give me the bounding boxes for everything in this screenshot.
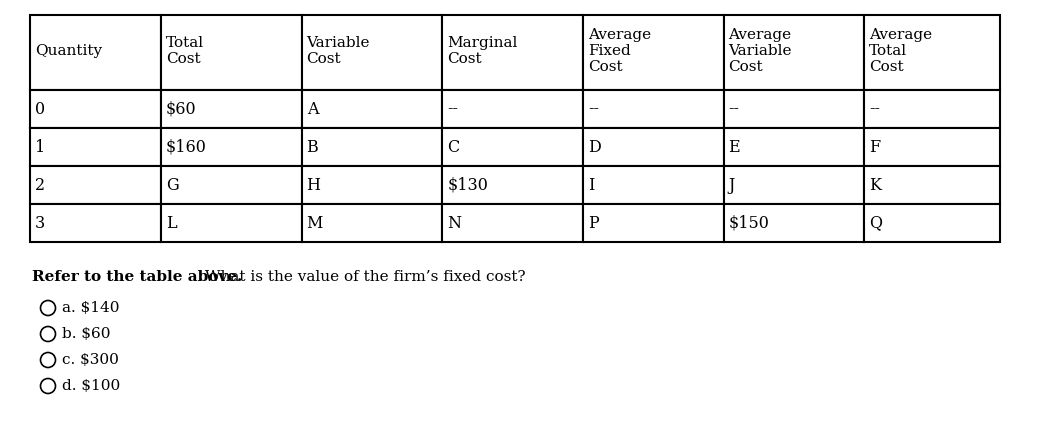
Bar: [30, 90, 161, 128]
Text: H: H: [307, 177, 321, 194]
Text: Total
Cost: Total Cost: [166, 36, 204, 66]
Bar: [30, 204, 161, 242]
Text: Average
Variable
Cost: Average Variable Cost: [728, 28, 792, 74]
Bar: [161, 128, 302, 166]
Bar: [302, 204, 442, 242]
Bar: [161, 204, 302, 242]
Text: Refer to the table above.: Refer to the table above.: [32, 270, 242, 284]
Text: Quantity: Quantity: [35, 44, 102, 58]
Bar: [723, 15, 865, 90]
Text: Marginal
Cost: Marginal Cost: [447, 36, 518, 66]
Bar: [583, 166, 723, 204]
Text: F: F: [869, 139, 880, 156]
Text: 2: 2: [35, 177, 45, 194]
Text: --: --: [728, 101, 740, 117]
Text: --: --: [588, 101, 598, 117]
Bar: [865, 204, 1000, 242]
Text: $150: $150: [728, 215, 769, 232]
Bar: [302, 128, 442, 166]
Text: K: K: [869, 177, 881, 194]
Text: $130: $130: [447, 177, 488, 194]
Text: Average
Fixed
Cost: Average Fixed Cost: [588, 28, 651, 74]
Bar: [30, 166, 161, 204]
Text: --: --: [869, 101, 880, 117]
Bar: [865, 166, 1000, 204]
Bar: [865, 90, 1000, 128]
Bar: [161, 166, 302, 204]
Text: 0: 0: [35, 101, 45, 117]
Bar: [30, 15, 161, 90]
Bar: [442, 166, 583, 204]
Bar: [583, 15, 723, 90]
Bar: [442, 128, 583, 166]
Bar: [583, 204, 723, 242]
Text: B: B: [307, 139, 319, 156]
Bar: [442, 90, 583, 128]
Bar: [723, 166, 865, 204]
Bar: [30, 128, 161, 166]
Text: Average
Total
Cost: Average Total Cost: [869, 28, 933, 74]
Text: D: D: [588, 139, 601, 156]
Text: G: G: [166, 177, 179, 194]
Bar: [583, 128, 723, 166]
Text: 1: 1: [35, 139, 45, 156]
Text: N: N: [447, 215, 461, 232]
Bar: [161, 15, 302, 90]
Bar: [302, 90, 442, 128]
Bar: [723, 204, 865, 242]
Text: C: C: [447, 139, 459, 156]
Bar: [723, 90, 865, 128]
Text: I: I: [588, 177, 594, 194]
Text: d. $100: d. $100: [62, 379, 119, 393]
Bar: [442, 204, 583, 242]
Text: b. $60: b. $60: [62, 327, 110, 341]
Text: J: J: [728, 177, 735, 194]
Text: E: E: [728, 139, 740, 156]
Text: Q: Q: [869, 215, 882, 232]
Text: L: L: [166, 215, 176, 232]
Text: A: A: [307, 101, 319, 117]
Text: $60: $60: [166, 101, 197, 117]
Text: P: P: [588, 215, 598, 232]
Bar: [302, 15, 442, 90]
Text: a. $140: a. $140: [62, 301, 119, 315]
Bar: [161, 90, 302, 128]
Text: --: --: [447, 101, 458, 117]
Bar: [583, 90, 723, 128]
Text: What is the value of the firm’s fixed cost?: What is the value of the firm’s fixed co…: [200, 270, 526, 284]
Text: Variable
Cost: Variable Cost: [307, 36, 370, 66]
Bar: [865, 128, 1000, 166]
Text: M: M: [307, 215, 323, 232]
Bar: [302, 166, 442, 204]
Text: c. $300: c. $300: [62, 353, 118, 367]
Bar: [442, 15, 583, 90]
Text: $160: $160: [166, 139, 206, 156]
Text: 3: 3: [35, 215, 45, 232]
Bar: [865, 15, 1000, 90]
Bar: [723, 128, 865, 166]
